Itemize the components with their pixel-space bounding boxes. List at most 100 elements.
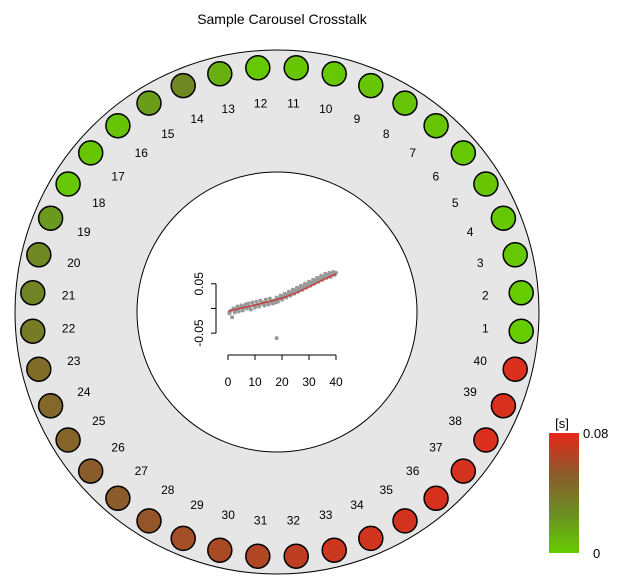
carousel-inner-panel: [136, 171, 418, 453]
position-label-12: 12: [254, 97, 268, 111]
position-marker-29: [170, 525, 196, 552]
y-tick-label-0.05: 0.05: [192, 272, 206, 296]
position-label-29: 29: [190, 498, 204, 512]
x-tick-label-10: 10: [248, 375, 262, 389]
position-marker-40: [502, 356, 528, 382]
position-marker-8: [392, 90, 418, 116]
color-scale-bar: [549, 433, 579, 553]
position-marker-20: [26, 242, 52, 268]
position-label-5: 5: [452, 196, 459, 210]
position-label-1: 1: [482, 321, 489, 335]
position-label-27: 27: [135, 464, 149, 478]
position-label-6: 6: [433, 169, 440, 183]
position-marker-35: [392, 508, 418, 534]
position-marker-2: [508, 280, 534, 306]
position-label-34: 34: [350, 498, 364, 512]
position-marker-1: [508, 318, 534, 344]
position-marker-4: [490, 205, 517, 231]
position-marker-12: [245, 55, 271, 81]
position-label-26: 26: [111, 441, 125, 455]
scatter-point-30: [267, 296, 272, 301]
position-label-21: 21: [62, 289, 76, 303]
position-marker-27: [105, 485, 131, 512]
scatter-point-10: [240, 308, 245, 313]
position-marker-14: [170, 72, 196, 99]
drift-inset-plot: 0 10 20 30 40 -0.05 0.05: [192, 270, 343, 389]
position-marker-10: [321, 61, 347, 87]
x-tick-label-20: 20: [275, 375, 289, 389]
position-label-17: 17: [111, 169, 125, 183]
position-label-14: 14: [190, 112, 204, 126]
position-label-39: 39: [463, 385, 477, 399]
scatter-point-37: [275, 299, 280, 304]
scatter-point-22: [257, 304, 262, 309]
carousel-positions: 1234567891011121314151617181920212223242…: [20, 55, 534, 569]
position-marker-37: [450, 458, 477, 484]
y-tick-label--0.05: -0.05: [192, 319, 206, 347]
position-label-37: 37: [429, 441, 443, 455]
position-label-28: 28: [161, 483, 175, 497]
position-marker-32: [283, 543, 309, 569]
position-marker-11: [283, 55, 309, 81]
scatter-point-16: [248, 307, 253, 312]
color-scale-unit: [s]: [555, 416, 569, 431]
position-label-18: 18: [92, 196, 106, 210]
position-label-25: 25: [92, 414, 106, 428]
position-label-23: 23: [67, 354, 81, 368]
position-label-4: 4: [467, 225, 474, 239]
position-label-35: 35: [380, 483, 394, 497]
position-label-9: 9: [354, 112, 361, 126]
position-label-15: 15: [161, 127, 175, 141]
scatter-point-14: [246, 301, 251, 306]
position-marker-24: [37, 393, 64, 419]
scatter-point-26: [262, 303, 267, 308]
scatter-point-7: [236, 309, 241, 314]
position-marker-30: [207, 537, 233, 563]
color-scale-legend: [s] 0.08 0: [549, 416, 608, 561]
x-tick-label-40: 40: [329, 375, 343, 389]
position-label-24: 24: [77, 385, 91, 399]
position-marker-19: [37, 205, 64, 231]
position-marker-21: [20, 280, 46, 306]
position-label-8: 8: [383, 127, 390, 141]
position-marker-18: [55, 171, 81, 197]
position-marker-5: [473, 171, 499, 197]
trend-line: [227, 273, 337, 313]
position-label-31: 31: [254, 513, 268, 527]
color-scale-max-label: 0.08: [583, 426, 608, 441]
scatter-point-29: [266, 302, 271, 307]
position-marker-28: [136, 508, 162, 534]
position-label-11: 11: [287, 97, 300, 111]
position-marker-9: [358, 72, 384, 99]
position-label-19: 19: [77, 225, 91, 239]
position-marker-17: [77, 140, 104, 166]
position-marker-22: [20, 318, 46, 344]
position-marker-33: [321, 537, 347, 563]
position-label-3: 3: [477, 256, 484, 270]
position-marker-31: [245, 543, 271, 569]
chart-title: Sample Carousel Crosstalk: [197, 11, 368, 27]
position-label-20: 20: [67, 256, 81, 270]
position-marker-26: [77, 458, 104, 484]
position-label-32: 32: [287, 513, 301, 527]
position-marker-13: [207, 61, 233, 87]
position-label-33: 33: [319, 508, 333, 522]
position-marker-15: [136, 90, 162, 116]
position-label-2: 2: [482, 289, 489, 303]
scatter-point-36: [274, 336, 279, 341]
position-label-13: 13: [222, 102, 236, 116]
scatter-point-19: [253, 305, 257, 310]
position-label-30: 30: [222, 508, 236, 522]
position-marker-23: [26, 356, 52, 382]
position-label-36: 36: [406, 464, 420, 478]
position-label-40: 40: [474, 354, 488, 368]
position-marker-34: [358, 525, 384, 552]
position-label-16: 16: [135, 146, 149, 160]
x-tick-label-30: 30: [302, 375, 316, 389]
position-marker-36: [423, 485, 449, 512]
position-marker-7: [423, 112, 449, 139]
color-scale-min-label: 0: [593, 546, 600, 561]
position-marker-6: [450, 140, 477, 166]
scatter-point-2: [230, 315, 235, 320]
